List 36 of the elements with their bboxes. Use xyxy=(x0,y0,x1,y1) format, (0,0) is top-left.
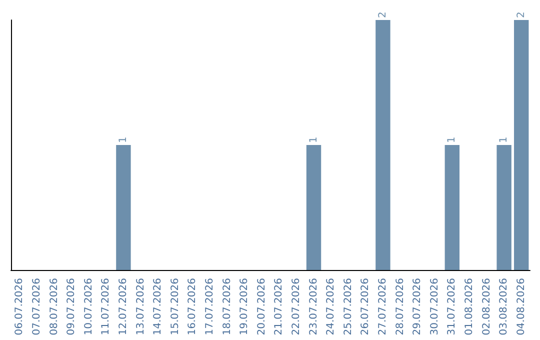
x-tick-label: 27.07.2026 xyxy=(377,278,388,336)
data-label: 2 xyxy=(516,12,527,18)
x-tick-label: 18.07.2026 xyxy=(222,278,233,336)
x-tick-label: 14.07.2026 xyxy=(152,278,164,336)
x-tick-label: 17.07.2026 xyxy=(204,278,216,336)
data-label: 1 xyxy=(308,136,320,143)
x-tick-label: 22.07.2026 xyxy=(290,278,302,336)
x-tick-label: 07.07.2026 xyxy=(31,278,42,336)
x-tick-label: 30.07.2026 xyxy=(429,278,440,336)
x-tick-label: 10.07.2026 xyxy=(83,278,94,336)
x-tick-label: 31.07.2026 xyxy=(446,278,458,336)
data-label: 2 xyxy=(377,12,388,18)
x-tick-label: 09.07.2026 xyxy=(66,278,78,336)
x-tick-label: 29.07.2026 xyxy=(412,278,424,336)
x-tick-label: 13.07.2026 xyxy=(135,278,146,336)
x-tick-label: 24.07.2026 xyxy=(326,278,337,336)
x-tick-label: 25.07.2026 xyxy=(342,278,354,336)
x-tick-label: 08.07.2026 xyxy=(48,278,60,336)
data-label: 1 xyxy=(118,136,129,143)
x-tick-label: 26.07.2026 xyxy=(360,278,372,336)
x-tick-label: 02.08.2026 xyxy=(481,278,492,336)
x-tick-label: 12.07.2026 xyxy=(118,278,129,336)
x-tick-label: 03.08.2026 xyxy=(498,278,510,336)
x-tick-label: 06.07.2026 xyxy=(14,278,26,336)
data-label: 1 xyxy=(498,136,510,143)
x-tick-label: 23.07.2026 xyxy=(308,278,320,336)
x-tick-label: 20.07.2026 xyxy=(256,278,268,336)
x-tick-label: 15.07.2026 xyxy=(170,278,181,336)
x-tick-label: 01.08.2026 xyxy=(464,278,475,336)
x-tick-label: 19.07.2026 xyxy=(239,278,250,336)
x-tick-label: 04.08.2026 xyxy=(516,278,527,336)
x-tick-label: 21.07.2026 xyxy=(274,278,285,336)
x-tick-label: 16.07.2026 xyxy=(187,278,198,336)
data-label: 1 xyxy=(446,136,458,143)
x-tick-label: 28.07.2026 xyxy=(394,278,406,336)
x-tick-label: 11.07.2026 xyxy=(100,278,112,336)
